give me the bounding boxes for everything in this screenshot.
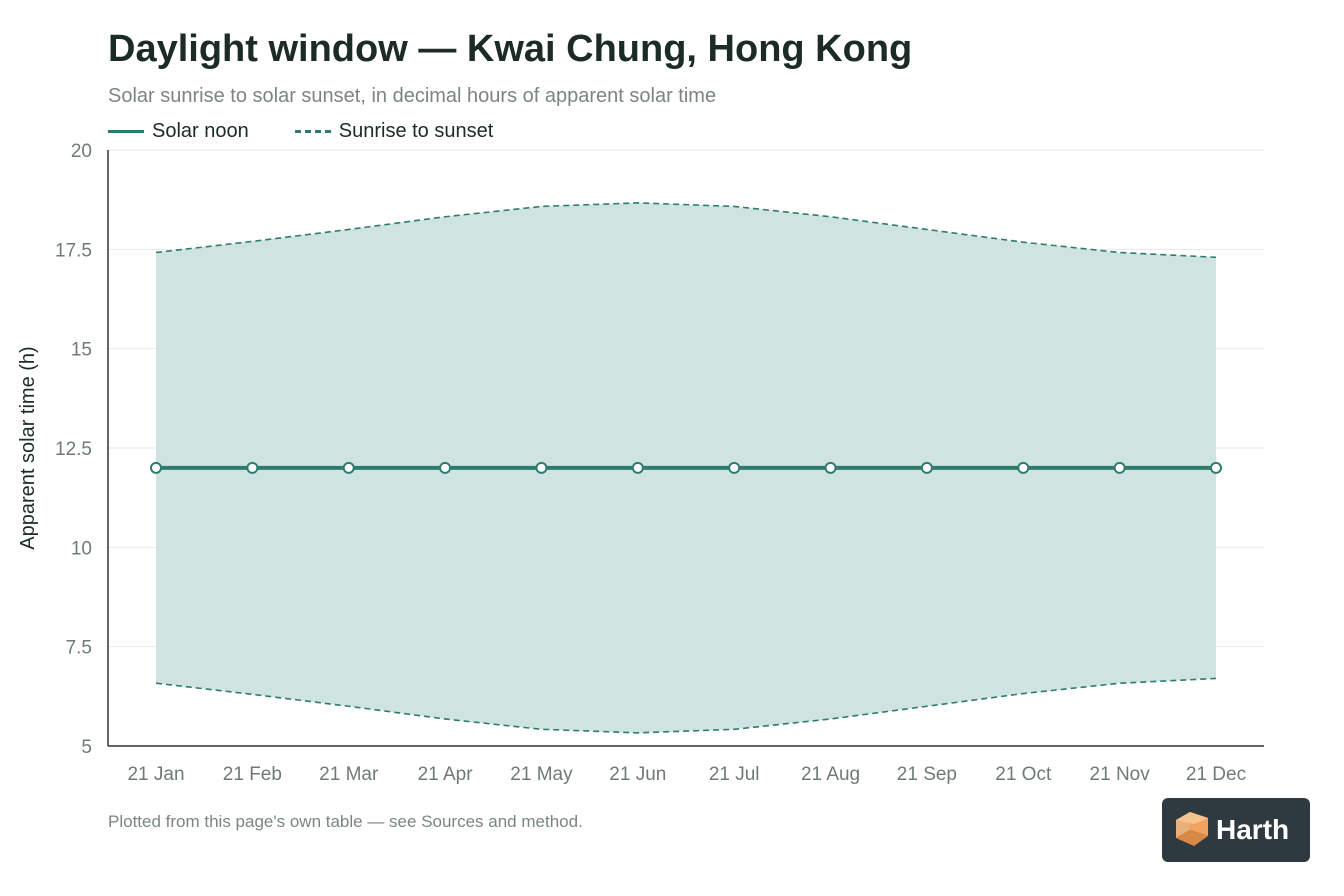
harth-logo: Harth xyxy=(1162,798,1310,862)
x-tick-label: 21 Feb xyxy=(223,764,282,785)
legend-dashed-line-icon xyxy=(294,130,331,133)
y-tick-label: 7.5 xyxy=(66,638,92,659)
series-lines xyxy=(150,202,1222,734)
y-tick-label: 17.5 xyxy=(55,240,92,261)
page-title: Daylight window — Kwai Chung, Hong Kong xyxy=(108,28,913,70)
x-tick-label: 21 Mar xyxy=(319,764,379,785)
solar-noon-point xyxy=(631,461,644,474)
solar-noon-point xyxy=(535,461,548,474)
x-tick-label: 21 Jul xyxy=(709,764,760,785)
page-subtitle: Solar sunrise to solar sunset, in decima… xyxy=(108,85,717,107)
x-tick-label: 21 Oct xyxy=(995,764,1052,785)
y-axis-title: Apparent solar time (h) xyxy=(17,346,39,549)
legend-item-sunrise-sunset: Sunrise to sunset xyxy=(294,120,494,143)
y-tick-label: 20 xyxy=(71,141,92,162)
sunset-line xyxy=(155,202,1217,259)
cube-logo-icon: Harth xyxy=(1176,812,1289,846)
x-tick-label: 21 Apr xyxy=(418,764,474,785)
solar-noon-point xyxy=(728,461,741,474)
y-tick-label: 15 xyxy=(71,340,92,361)
solar-noon-point xyxy=(1210,461,1222,474)
solar-noon-point xyxy=(342,461,355,474)
solar-noon-point xyxy=(920,461,933,474)
y-tick-label: 10 xyxy=(71,538,92,559)
source-footnote: Plotted from this page's own table — see… xyxy=(108,812,583,831)
x-tick-label: 21 Jun xyxy=(609,764,666,785)
legend-solid-line-icon xyxy=(108,130,144,133)
x-tick-label: 21 Dec xyxy=(1186,764,1246,785)
legend-label-sunrise-sunset: Sunrise to sunset xyxy=(338,120,494,142)
logo-wordmark: Harth xyxy=(1216,814,1289,845)
solar-noon-point xyxy=(150,461,162,474)
legend-label-solar-noon: Solar noon xyxy=(152,120,249,142)
tick-labels: 5 7.5 10 12.5 15 17.5 20 21 Jan 21 Feb 21 Mar 21 A… xyxy=(17,141,1246,785)
x-tick-label: 21 Aug xyxy=(801,764,860,785)
solar-noon-point xyxy=(439,461,452,474)
solar-noon-point xyxy=(246,461,259,474)
solar-noon-point xyxy=(824,461,837,474)
solar-noon-point xyxy=(1017,461,1030,474)
legend-item-solar-noon: Solar noon xyxy=(108,120,249,143)
y-tick-label: 5 xyxy=(81,737,92,758)
sunrise-line xyxy=(155,677,1217,734)
solar-noon-point xyxy=(1113,461,1126,474)
x-tick-label: 21 May xyxy=(510,764,573,785)
x-tick-label: 21 Jan xyxy=(127,764,184,785)
y-tick-label: 12.5 xyxy=(55,439,92,460)
chart-axes xyxy=(107,150,1264,747)
chart-legend: Solar noon Sunrise to sunset xyxy=(108,120,539,143)
daylight-chart: 5 7.5 10 12.5 15 17.5 20 21 Jan 21 Feb 21 Mar 21 A… xyxy=(17,141,1264,785)
x-tick-label: 21 Nov xyxy=(1090,764,1151,785)
x-tick-label: 21 Sep xyxy=(897,764,957,785)
